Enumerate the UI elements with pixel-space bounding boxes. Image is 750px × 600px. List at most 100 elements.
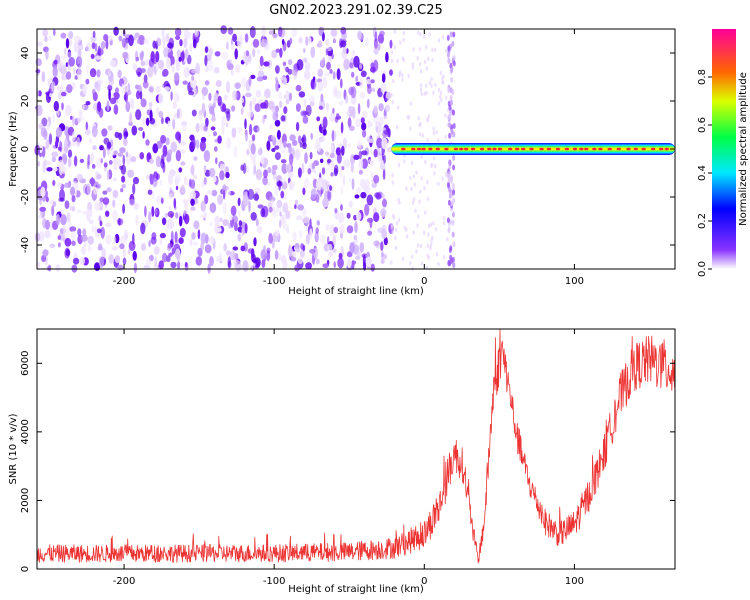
heatmap-cell bbox=[139, 51, 144, 61]
heatmap-cell bbox=[209, 221, 214, 227]
heatmap-cell bbox=[318, 40, 322, 48]
heatmap-cell bbox=[37, 161, 41, 167]
heatmap-cell bbox=[426, 138, 429, 143]
heatmap-cell bbox=[329, 112, 336, 122]
heatmap-cell bbox=[334, 208, 338, 214]
heatmap-cell bbox=[158, 92, 164, 104]
heatmap-cell bbox=[288, 144, 292, 154]
heatmap-cell bbox=[147, 66, 154, 78]
heatmap-cell bbox=[91, 42, 96, 50]
heatmap-cell bbox=[431, 47, 434, 53]
heatmap-cell bbox=[215, 80, 222, 87]
heatmap-cell bbox=[266, 250, 271, 262]
heatmap-cell bbox=[266, 140, 271, 151]
heatmap-cell bbox=[340, 26, 347, 35]
heatmap-cell bbox=[295, 121, 300, 132]
heatmap-cell bbox=[225, 250, 231, 256]
heatmap-cell bbox=[449, 254, 453, 261]
heatmap-cell bbox=[224, 94, 228, 101]
heatmap-cell bbox=[142, 117, 146, 127]
heatmap-cell bbox=[361, 150, 368, 156]
heatmap-cell bbox=[269, 123, 273, 130]
heatmap-cell bbox=[271, 209, 278, 218]
heatmap-cell bbox=[261, 25, 266, 37]
heatmap-cell bbox=[150, 51, 155, 63]
heatmap-cell bbox=[133, 262, 137, 274]
heatmap-cell bbox=[123, 137, 128, 147]
heatmap-cell bbox=[322, 263, 330, 269]
heatmap-cell bbox=[320, 158, 324, 163]
heatmap-cell bbox=[419, 69, 423, 74]
heatmap-cell bbox=[331, 129, 335, 142]
heatmap-cell bbox=[52, 113, 55, 123]
heatmap-cell bbox=[178, 167, 183, 173]
heatmap-cell bbox=[351, 71, 355, 78]
heatmap-cell bbox=[174, 72, 180, 82]
snr-y-label: SNR (10 * v/v) bbox=[8, 413, 19, 484]
heatmap-cell bbox=[441, 80, 445, 85]
heatmap-cell bbox=[275, 65, 280, 74]
heatmap-cell bbox=[112, 189, 119, 199]
heatmap-cell bbox=[230, 69, 235, 76]
heatmap-cell bbox=[77, 117, 81, 123]
heatmap-cell bbox=[349, 125, 355, 132]
heatmap-cell bbox=[76, 209, 82, 214]
heatmap-cell bbox=[364, 203, 370, 216]
heatmap-cell bbox=[259, 55, 264, 67]
heatmap-cell bbox=[283, 77, 288, 85]
heatmap-cell bbox=[209, 202, 217, 214]
heatmap-cell bbox=[123, 94, 127, 101]
heatmap-cell bbox=[607, 147, 612, 151]
heatmap-cell bbox=[320, 59, 325, 67]
heatmap-cell bbox=[417, 116, 420, 121]
heatmap-cell bbox=[184, 48, 189, 59]
heatmap-cell bbox=[193, 220, 200, 230]
heatmap-cell bbox=[81, 234, 88, 242]
heatmap-cell bbox=[418, 123, 421, 128]
heatmap-cell bbox=[351, 259, 355, 270]
heatmap-cell bbox=[309, 151, 313, 160]
heatmap-cell bbox=[39, 152, 42, 157]
heatmap-cell bbox=[114, 255, 121, 264]
heatmap-cell bbox=[302, 142, 307, 150]
heatmap-cell bbox=[416, 147, 422, 151]
heatmap-cell bbox=[374, 31, 378, 42]
heatmap-cell bbox=[268, 196, 276, 202]
heatmap-cell bbox=[155, 85, 161, 93]
heatmap-cell bbox=[256, 225, 263, 234]
heatmap-cell bbox=[180, 121, 188, 126]
heatmap-cell bbox=[307, 168, 312, 175]
heatmap-cell bbox=[184, 213, 190, 225]
heatmap-cell bbox=[102, 197, 110, 205]
heatmap-cell bbox=[449, 31, 453, 38]
heatmap-cell bbox=[418, 132, 422, 137]
heatmap-cell bbox=[539, 147, 544, 151]
heatmap-cell bbox=[285, 90, 290, 100]
heatmap-y-label: Frequency (Hz) bbox=[8, 111, 19, 187]
heatmap-cell bbox=[421, 133, 425, 138]
heatmap-cell bbox=[331, 144, 334, 152]
heatmap-cell bbox=[67, 157, 72, 168]
heatmap-cell bbox=[313, 168, 316, 174]
heatmap-cell bbox=[101, 248, 106, 260]
heatmap-cell bbox=[359, 78, 364, 89]
heatmap-cell bbox=[39, 211, 43, 218]
heatmap-cell bbox=[633, 147, 638, 151]
heatmap-cell bbox=[584, 147, 589, 151]
heatmap-cell bbox=[49, 92, 52, 98]
heatmap-cell bbox=[427, 255, 431, 260]
heatmap-cell bbox=[52, 201, 57, 207]
heatmap-cell bbox=[73, 257, 80, 265]
heatmap-cell bbox=[184, 201, 189, 210]
heatmap-cell bbox=[228, 189, 231, 196]
heatmap-cell bbox=[401, 77, 404, 82]
heatmap-cell bbox=[245, 50, 250, 57]
heatmap-cell bbox=[139, 152, 145, 160]
heatmap-cell bbox=[367, 159, 375, 164]
heatmap-cell bbox=[271, 135, 276, 141]
heatmap-cell bbox=[182, 199, 188, 204]
heatmap-cell bbox=[337, 257, 344, 269]
heatmap-cell bbox=[373, 47, 379, 55]
heatmap-cell bbox=[153, 246, 160, 255]
